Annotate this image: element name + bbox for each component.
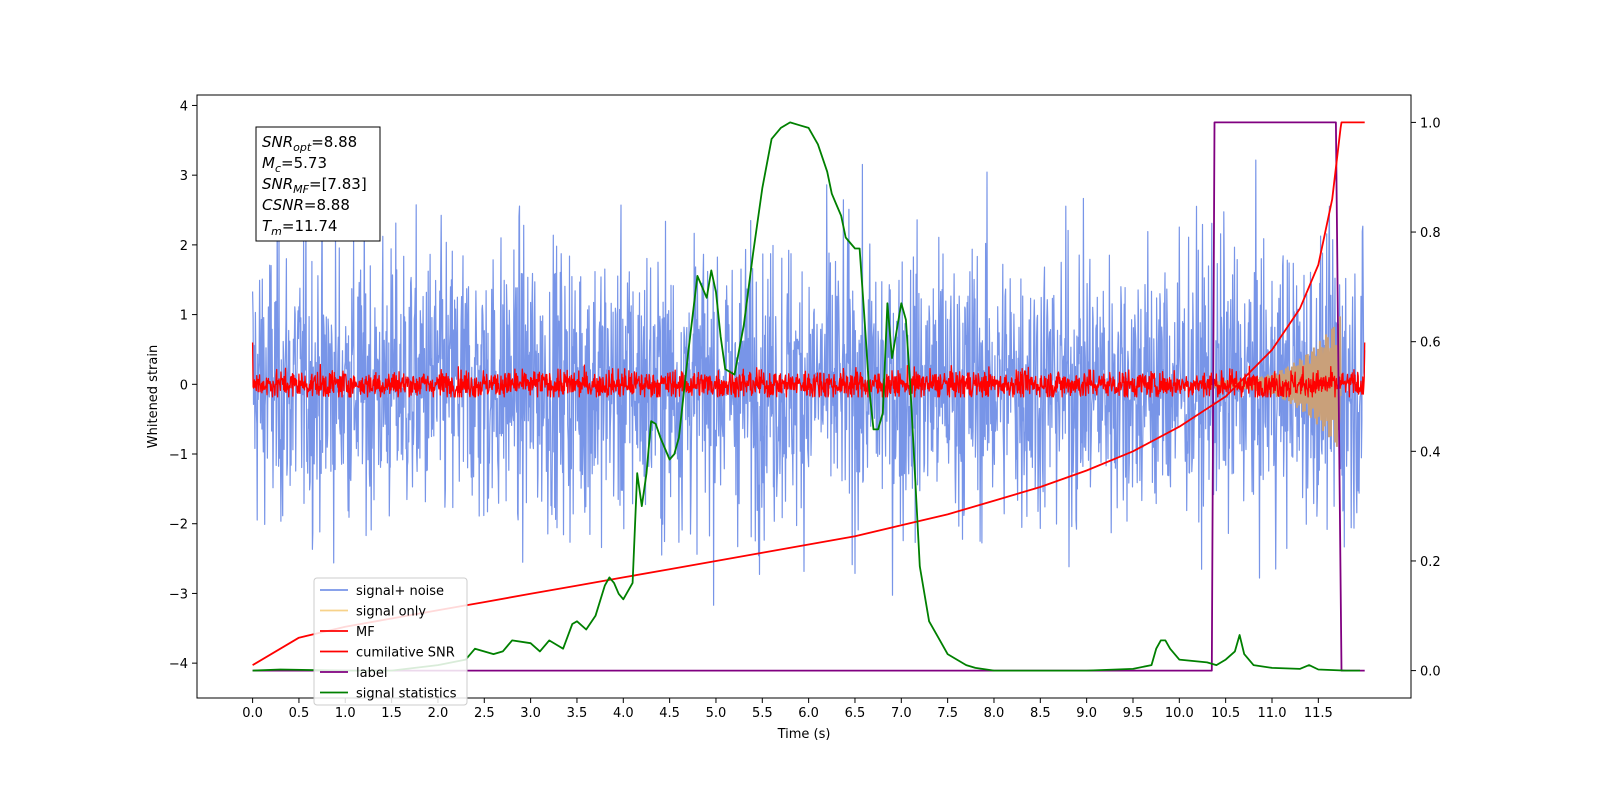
y-tick-label-left: −1 xyxy=(169,448,188,463)
legend-entry: MF xyxy=(356,625,375,640)
y-tick-label-left: −2 xyxy=(169,518,188,533)
x-tick-label: 9.0 xyxy=(1076,706,1097,721)
info-line: CSNR=8.88 xyxy=(262,196,350,214)
y-tick-label-left: 0 xyxy=(180,378,188,393)
y-tick-label-left: 2 xyxy=(180,239,188,254)
x-tick-label: 6.0 xyxy=(798,706,819,721)
x-axis-label: Time (s) xyxy=(777,727,831,742)
x-tick-label: 11.5 xyxy=(1304,706,1333,721)
legend-frame xyxy=(313,577,468,706)
x-tick-label: 3.5 xyxy=(567,706,588,721)
info-line: Mc=5.73 xyxy=(262,154,327,175)
legend-entry: cumilative SNR xyxy=(356,646,455,661)
info-line: SNRopt=8.88 xyxy=(262,133,357,154)
y-tick-label-right: 0.0 xyxy=(1420,665,1441,680)
series-signal-noise xyxy=(252,159,1366,606)
x-tick-label: 0.0 xyxy=(242,706,263,721)
x-tick-label: 8.0 xyxy=(984,706,1005,721)
x-tick-label: 6.5 xyxy=(845,706,866,721)
mf-layer xyxy=(251,342,1366,398)
x-tick-label: 11.0 xyxy=(1258,706,1287,721)
ticks-layer: 0.0 0.5 1.0 1.5 2.0 2.5 3.0 3.5 4.0 4.5 5.0 5.5 6.0 6… xyxy=(169,99,1441,721)
legend-entry: signal only xyxy=(356,605,426,620)
x-tick-label: 4.5 xyxy=(659,706,680,721)
x-tick-label: 2.5 xyxy=(474,706,495,721)
y-tick-label-right: 0.2 xyxy=(1420,555,1441,570)
x-tick-label: 10.0 xyxy=(1165,706,1194,721)
legend-entry: label xyxy=(356,666,387,681)
legend: signal+ noise signal only MF cumilative SNR… xyxy=(313,577,468,706)
y-tick-label-right: 0.8 xyxy=(1420,226,1441,241)
x-tick-label: 5.5 xyxy=(752,706,773,721)
y-tick-label-left: 4 xyxy=(180,99,188,114)
x-tick-label: 8.5 xyxy=(1030,706,1051,721)
y-axis-label: Whitened strain xyxy=(146,345,161,448)
y-tick-label-left: −3 xyxy=(169,587,188,602)
right-axis-lines-layer xyxy=(252,121,1365,672)
legend-entry: signal+ noise xyxy=(356,584,444,599)
x-tick-label: 10.5 xyxy=(1211,706,1240,721)
y-tick-label-right: 0.4 xyxy=(1420,445,1441,460)
series-mf xyxy=(251,342,1366,398)
y-tick-label-left: −4 xyxy=(169,657,188,672)
x-tick-label: 0.5 xyxy=(289,706,310,721)
series-signal-statistics xyxy=(252,121,1360,672)
y-tick-label-right: 0.6 xyxy=(1420,336,1441,351)
y-tick-label-right: 1.0 xyxy=(1420,116,1441,131)
x-tick-label: 9.5 xyxy=(1123,706,1144,721)
signal-noise-layer xyxy=(252,159,1366,606)
series-cumulative-snr xyxy=(252,121,1365,666)
x-tick-label: 7.5 xyxy=(937,706,958,721)
x-tick-label: 7.0 xyxy=(891,706,912,721)
info-line: Tm=11.74 xyxy=(262,217,337,238)
y-tick-label-left: 3 xyxy=(180,169,188,184)
x-tick-label: 1.0 xyxy=(335,706,356,721)
x-tick-label: 4.0 xyxy=(613,706,634,721)
y-tick-label-left: 1 xyxy=(180,309,188,324)
x-tick-label: 1.5 xyxy=(381,706,402,721)
info-line: SNRMF=[7.83] xyxy=(262,175,367,196)
x-tick-label: 3.0 xyxy=(520,706,541,721)
axes-frame xyxy=(196,94,1412,699)
info-box-frame xyxy=(255,126,381,242)
x-tick-label: 5.0 xyxy=(706,706,727,721)
legend-entry: signal statistics xyxy=(356,687,457,702)
x-tick-label: 2.0 xyxy=(428,706,449,721)
